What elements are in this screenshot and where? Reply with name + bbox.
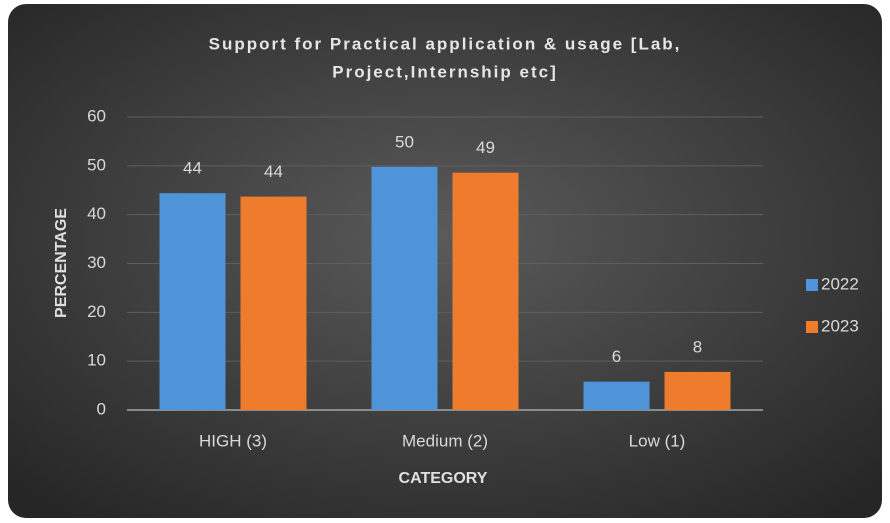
bar (240, 196, 307, 410)
x-tick-label: Low (1) (629, 431, 686, 450)
y-tick-label: 50 (87, 155, 106, 174)
data-label: 50 (395, 132, 414, 151)
y-tick-label: 20 (87, 302, 106, 321)
x-axis-title: CATEGORY (399, 470, 488, 487)
y-axis-title: PERCENTAGE (53, 208, 70, 318)
y-tick-label: 60 (87, 106, 106, 125)
bar (452, 172, 519, 410)
y-tick-label: 30 (87, 253, 106, 272)
chart-title: Project,Internship etc] (332, 62, 557, 81)
data-label: 6 (612, 347, 621, 366)
chart-background (8, 4, 882, 518)
data-label: 8 (693, 337, 702, 356)
y-tick-label: 40 (87, 204, 106, 223)
data-label: 44 (264, 162, 283, 181)
data-label: 44 (183, 159, 202, 178)
bar (583, 381, 650, 410)
legend-label: 2023 (821, 316, 859, 335)
x-tick-label: Medium (2) (402, 431, 488, 450)
chart-title: Support for Practical application & usag… (209, 34, 682, 53)
legend-label: 2022 (821, 274, 859, 293)
y-tick-label: 10 (87, 351, 106, 370)
x-tick-label: HIGH (3) (199, 431, 267, 450)
bar (664, 371, 731, 410)
y-tick-label: 0 (97, 399, 106, 418)
bar (371, 166, 438, 410)
bar (159, 193, 226, 410)
data-label: 49 (476, 138, 495, 157)
legend-swatch (806, 279, 818, 291)
legend-swatch (806, 321, 818, 333)
